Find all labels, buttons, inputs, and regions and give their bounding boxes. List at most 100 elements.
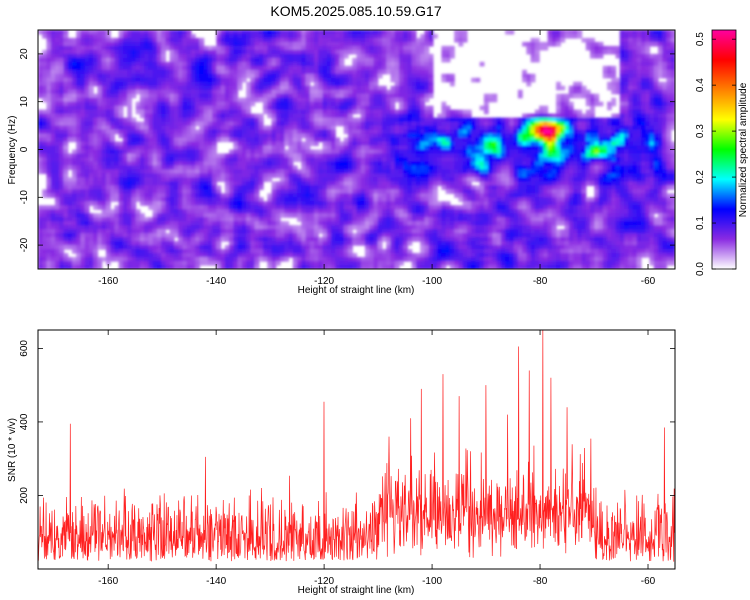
- heatmap-cell: [432, 157, 438, 163]
- heatmap-cell: [394, 173, 400, 178]
- heatmap-cell: [318, 45, 324, 51]
- heatmap-cell: [182, 145, 188, 151]
- heatmap-cell: [305, 45, 311, 51]
- heatmap-cell: [229, 177, 234, 182]
- heatmap-cell: [292, 30, 298, 35]
- heatmap-cell: [122, 125, 128, 131]
- heatmap-cell: [169, 30, 175, 35]
- heatmap-cell: [624, 81, 629, 87]
- heatmap-cell: [284, 53, 290, 59]
- heatmap-cell: [348, 145, 353, 151]
- heatmap-cell: [607, 101, 612, 107]
- heatmap-cell: [105, 77, 111, 83]
- heatmap-cell: [309, 181, 315, 186]
- heatmap-cell: [233, 129, 239, 135]
- heatmap-cell: [148, 169, 154, 174]
- heatmap-cell: [628, 49, 634, 55]
- heatmap-cell: [88, 149, 94, 155]
- heatmap-cell: [619, 89, 625, 95]
- heatmap-cell: [649, 177, 655, 182]
- heatmap-cell: [80, 145, 86, 151]
- heatmap-cell: [110, 65, 116, 71]
- heatmap-cell: [144, 33, 150, 39]
- heatmap-cell: [547, 129, 553, 135]
- heatmap-cell: [50, 57, 56, 63]
- heatmap-cell: [483, 165, 489, 171]
- heatmap-cell: [280, 137, 285, 143]
- heatmap-cell: [568, 105, 574, 111]
- heatmap-cell: [403, 125, 409, 131]
- heatmap-cell: [280, 153, 285, 159]
- heatmap-cell: [135, 165, 141, 171]
- heatmap-cell: [275, 89, 281, 95]
- heatmap-cell: [479, 157, 485, 163]
- heatmap-cell: [38, 153, 43, 159]
- heatmap-cell: [326, 45, 332, 51]
- heatmap-cell: [513, 161, 519, 167]
- heatmap-cell: [165, 93, 171, 99]
- heatmap-cell: [246, 93, 251, 99]
- heatmap-cell: [577, 109, 583, 115]
- heatmap-cell: [594, 145, 600, 151]
- heatmap-cell: [169, 141, 175, 147]
- heatmap-cell: [352, 77, 358, 83]
- heatmap-cell: [267, 149, 273, 155]
- heatmap-cell: [619, 133, 625, 139]
- heatmap-cell: [615, 85, 621, 91]
- heatmap-cell: [670, 117, 675, 123]
- heatmap-cell: [670, 93, 675, 99]
- heatmap-cell: [356, 129, 362, 135]
- heatmap-cell: [381, 30, 387, 35]
- heatmap-cell: [148, 153, 154, 159]
- heatmap-cell: [475, 161, 481, 167]
- heatmap-cell: [173, 101, 179, 107]
- heatmap-cell: [195, 133, 200, 139]
- heatmap-cell: [641, 149, 646, 155]
- heatmap-cell: [280, 57, 285, 63]
- heatmap-cell: [377, 61, 383, 67]
- heatmap-cell: [144, 121, 150, 127]
- heatmap-cell: [331, 45, 336, 51]
- heatmap-cell: [288, 181, 294, 186]
- heatmap-cell: [101, 97, 107, 103]
- heatmap-cell: [322, 45, 328, 51]
- heatmap-cell: [364, 77, 370, 83]
- heatmap-cell: [403, 93, 409, 99]
- heatmap-cell: [645, 165, 651, 171]
- heatmap-cell: [297, 145, 302, 151]
- heatmap-cell: [403, 77, 409, 83]
- heatmap-cell: [71, 121, 77, 127]
- heatmap-cell: [488, 133, 493, 139]
- heatmap-cell: [237, 85, 243, 91]
- heatmap-cell: [161, 185, 166, 190]
- heatmap-cell: [407, 169, 413, 174]
- heatmap-cell: [233, 65, 239, 71]
- heatmap-cell: [144, 117, 150, 123]
- heatmap-cell: [135, 125, 141, 131]
- heatmap-cell: [551, 169, 557, 174]
- heatmap-cell: [156, 153, 162, 159]
- heatmap-cell: [534, 125, 540, 131]
- heatmap-cell: [568, 93, 574, 99]
- heatmap-cell: [250, 117, 256, 123]
- heatmap-cell: [178, 109, 183, 115]
- heatmap-cell: [488, 145, 493, 151]
- heatmap-cell: [641, 49, 646, 55]
- heatmap-cell: [195, 129, 200, 135]
- heatmap-cell: [114, 53, 120, 59]
- heatmap-cell: [50, 69, 56, 75]
- heatmap-cell: [373, 129, 379, 135]
- heatmap-cell: [80, 169, 86, 174]
- heatmap-cell: [607, 149, 612, 155]
- heatmap-cell: [496, 133, 502, 139]
- heatmap-cell: [224, 69, 230, 75]
- heatmap-cell: [611, 161, 617, 167]
- heatmap-cell: [233, 93, 239, 99]
- heatmap-cell: [526, 133, 532, 139]
- heatmap-cell: [118, 121, 124, 127]
- heatmap-cell: [573, 93, 578, 99]
- heatmap-cell: [67, 129, 73, 135]
- heatmap-cell: [275, 145, 281, 151]
- heatmap-cell: [645, 149, 651, 155]
- heatmap-cell: [539, 145, 544, 151]
